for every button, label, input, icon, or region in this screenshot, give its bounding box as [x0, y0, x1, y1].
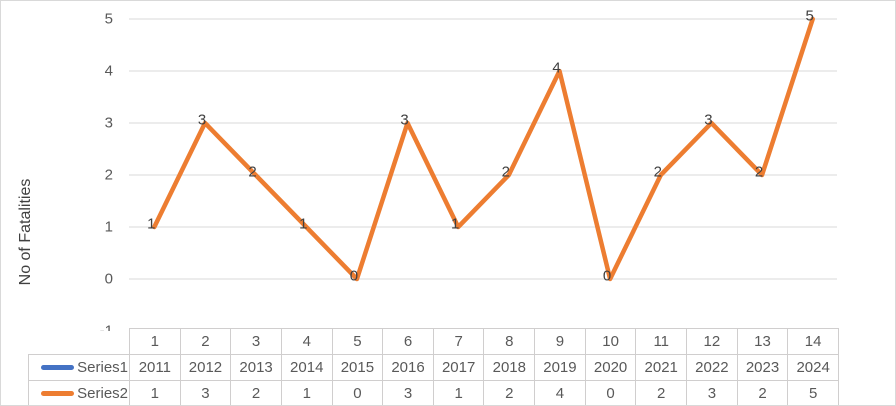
- category-header-cell: 4: [280, 328, 333, 355]
- category-header-cell: 14: [787, 328, 839, 355]
- y-axis-tick-label: 5: [105, 11, 113, 28]
- data-label: 3: [704, 112, 712, 129]
- y-axis-tick-label: 3: [105, 115, 113, 132]
- data-label: 2: [755, 164, 763, 181]
- table-cell: 5: [787, 380, 839, 405]
- category-header-cell: 13: [736, 328, 789, 355]
- y-axis-tick-label: 1: [105, 219, 113, 236]
- series2-legend-swatch: [41, 391, 75, 396]
- table-cell: 2012: [179, 354, 232, 381]
- table-cell: 1: [280, 380, 333, 405]
- series-name-label: Series1: [77, 359, 128, 376]
- legend-cell: Series2: [28, 380, 130, 405]
- table-cell: 3: [686, 380, 738, 405]
- category-header-cell: 12: [686, 328, 738, 355]
- data-label: 0: [350, 268, 358, 285]
- category-header-cell: 11: [635, 328, 688, 355]
- table-header-row: 1 2 3 4 5 6 7 8 9 10 11 12 13 14: [29, 328, 839, 355]
- table-row: Series1 2011 2012 2013 2014 2015 2016 2017 2018 2…: [28, 354, 839, 381]
- data-label: 5: [806, 8, 814, 25]
- data-label: 1: [147, 216, 155, 233]
- series2-line: [152, 16, 815, 282]
- table-cell: 3: [382, 380, 434, 405]
- category-header-cell: 1: [129, 328, 181, 355]
- data-label: 1: [451, 216, 459, 233]
- table-cell: 1: [432, 380, 485, 405]
- chart-data-table: 1 2 3 4 5 6 7 8 9 10 11 12 13 14 Series1 2011 2012 2013 20…: [28, 328, 839, 405]
- y-axis-tick-label: 4: [105, 63, 113, 80]
- category-header-cell: 7: [432, 328, 485, 355]
- data-label: 1: [299, 216, 307, 233]
- table-cell: 2020: [584, 354, 637, 381]
- table-cell: 2: [483, 380, 536, 405]
- y-axis-tick-label: 0: [105, 271, 113, 288]
- table-row: Series2 1 3 2 1 0 3 1 2 4 0 2 3 2 5: [28, 380, 839, 405]
- category-header-cell: 3: [230, 328, 282, 355]
- table-cell: 2023: [736, 354, 789, 381]
- table-cell: 2011: [129, 354, 181, 381]
- data-label: 0: [603, 268, 611, 285]
- table-cell: 2: [635, 380, 688, 405]
- table-cell: 4: [534, 380, 586, 405]
- legend-cell: Series1: [28, 354, 130, 381]
- category-header-cell: 2: [179, 328, 232, 355]
- table-cell: 2: [736, 380, 789, 405]
- table-cell: 0: [584, 380, 637, 405]
- table-cell: 2019: [534, 354, 586, 381]
- category-header-cell: 5: [331, 328, 384, 355]
- data-label: 4: [552, 60, 560, 77]
- plot-area: 5 4 3 2 1 0 -1 1 3 2 1 0 3 1 2 4 0 2 3 2 5: [100, 8, 837, 332]
- table-cell: 2017: [432, 354, 485, 381]
- table-cell: 2013: [230, 354, 282, 381]
- data-label: 3: [198, 112, 206, 129]
- y-axis-tick-label: 2: [105, 167, 113, 184]
- series1-legend-swatch: [41, 365, 75, 370]
- category-header-cell: 10: [584, 328, 637, 355]
- data-label: 2: [654, 164, 662, 181]
- table-cell: 3: [179, 380, 232, 405]
- data-label: 2: [248, 164, 256, 181]
- table-cell: 0: [331, 380, 384, 405]
- table-cell: 2015: [331, 354, 384, 381]
- table-cell: 2021: [635, 354, 688, 381]
- category-header-cell: 9: [534, 328, 586, 355]
- table-corner-cell: [29, 329, 130, 355]
- table-cell: 2018: [483, 354, 536, 381]
- y-axis-tick-label: -1: [100, 323, 113, 332]
- table-cell: 2: [230, 380, 282, 405]
- table-cell: 2022: [686, 354, 738, 381]
- table-cell: 2024: [787, 354, 839, 381]
- table-cell: 2016: [382, 354, 434, 381]
- data-label: 3: [400, 112, 408, 129]
- table-cell: 2014: [280, 354, 333, 381]
- data-label: 2: [502, 164, 510, 181]
- table-cell: 1: [129, 380, 181, 405]
- category-header-cell: 8: [483, 328, 536, 355]
- series-name-label: Series2: [77, 385, 128, 402]
- category-header-cell: 6: [382, 328, 434, 355]
